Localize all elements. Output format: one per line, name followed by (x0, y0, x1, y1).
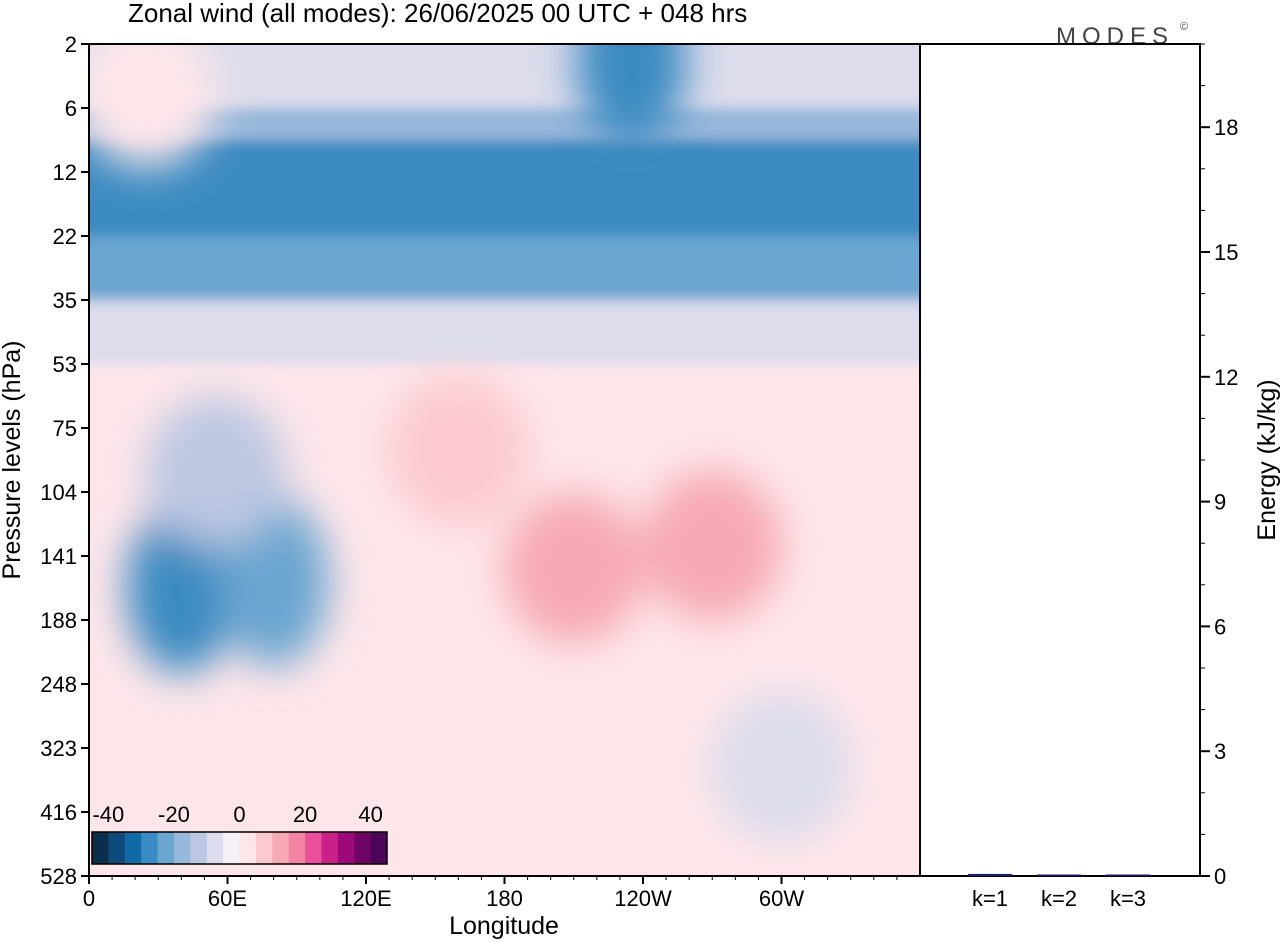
colorbar-swatch (288, 832, 306, 864)
heatmap-feature (89, 44, 217, 167)
x-tick-label: 120W (614, 886, 672, 911)
y-tick-label: 416 (40, 800, 77, 825)
y-tick-label: 188 (40, 608, 77, 633)
heatmap-feature (145, 397, 286, 548)
heatmap-feature (503, 493, 644, 644)
brand-trademark: © (1180, 21, 1188, 33)
colorbar-swatch (255, 832, 273, 864)
energy-panel: 0 3 6 9 12 15 18 k=1 k=2 k=3 Energy (kJ/kg) (919, 43, 1280, 911)
y-tick-label: 53 (53, 352, 77, 377)
heatmap-feature (711, 691, 852, 842)
x-tick-label: 60E (208, 886, 247, 911)
heatmap-band (89, 44, 920, 108)
colorbar-swatch (141, 832, 159, 864)
colorbar-swatch (206, 832, 224, 864)
heatmap-feature (576, 44, 687, 145)
colorbar-tick-label: 20 (293, 802, 317, 827)
energy-bar (1037, 874, 1081, 876)
energy-category-label: k=3 (1110, 886, 1146, 911)
heatmap-band (89, 108, 920, 140)
heatmap-field (89, 44, 920, 876)
colorbar-swatch (337, 832, 355, 864)
x-axis-label: Longitude (449, 912, 559, 940)
colorbar-swatch (223, 832, 240, 864)
chart-title: Zonal wind (all modes): 26/06/2025 00 UT… (128, 0, 747, 28)
energy-bar (968, 873, 1012, 876)
energy-y-tick-label: 6 (1214, 614, 1226, 639)
energy-bars (968, 873, 1150, 876)
colorbar-swatch (321, 832, 339, 864)
longitude-axis: 0 60E 120E 180 120W 60W (83, 876, 898, 911)
colorbar-tick-label: 0 (233, 802, 245, 827)
colorbar-swatch (173, 832, 191, 864)
energy-axis: 0 3 6 9 12 15 18 (1200, 43, 1238, 889)
y-axis-label: Pressure levels (hPa) (0, 341, 26, 580)
y-tick-label: 35 (53, 288, 77, 313)
y-tick-label: 12 (53, 160, 77, 185)
colorbar-swatch (157, 832, 175, 864)
energy-y-tick-label: 0 (1214, 864, 1226, 889)
colorbar-swatch (354, 832, 372, 864)
y-tick-label: 323 (40, 736, 77, 761)
energy-category-label: k=1 (972, 886, 1008, 911)
colorbar-swatch (108, 832, 126, 864)
heatmap-band (89, 140, 920, 236)
energy-categories: k=1 k=2 k=3 (972, 886, 1146, 911)
colorbar-swatch (92, 832, 109, 864)
energy-y-tick-label: 3 (1214, 739, 1226, 764)
colorbar-swatch (190, 832, 208, 864)
y-tick-label: 2 (65, 32, 77, 57)
colorbar-tick-label: -40 (92, 802, 124, 827)
energy-frame (919, 43, 1201, 877)
pressure-axis: 2 6 12 22 35 53 75 104 141 188 248 323 416 528 (40, 32, 89, 889)
energy-axis-label: Energy (kJ/kg) (1253, 379, 1280, 540)
y-tick-label: 104 (40, 480, 77, 505)
colorbar-swatch (305, 832, 322, 864)
x-tick-label: 120E (340, 886, 391, 911)
colorbar-swatch (272, 832, 290, 864)
x-tick-label: 60W (759, 886, 804, 911)
y-tick-label: 75 (53, 416, 77, 441)
y-tick-label: 22 (53, 224, 77, 249)
energy-bar (1106, 874, 1150, 876)
colorbar-tick-label: 40 (358, 802, 382, 827)
energy-y-tick-label: 18 (1214, 115, 1238, 140)
heatmap-feature (388, 375, 529, 526)
colorbar-swatch (370, 832, 388, 864)
colorbar-frame (91, 831, 388, 865)
colorbar-swatch (124, 832, 142, 864)
y-tick-label: 528 (40, 864, 77, 889)
x-tick-label: 180 (486, 886, 523, 911)
y-tick-label: 248 (40, 672, 77, 697)
y-tick-label: 141 (40, 544, 77, 569)
energy-y-tick-label: 9 (1214, 490, 1226, 515)
colorbar-swatch (239, 832, 257, 864)
heatmap-feature (642, 470, 783, 621)
energy-category-label: k=2 (1041, 886, 1077, 911)
x-tick-label: 0 (83, 886, 95, 911)
colorbar-tick-label: -20 (158, 802, 190, 827)
heatmap-band (89, 300, 920, 364)
energy-y-tick-label: 15 (1214, 240, 1238, 265)
y-tick-label: 6 (65, 96, 77, 121)
colorbar-legend: -40 -20 0 20 40 (91, 802, 388, 865)
heatmap-features (89, 44, 852, 842)
heatmap-band (89, 236, 920, 300)
heatmap-panel: 2 6 12 22 35 53 75 104 141 188 248 323 416 528 0 60E 12… (0, 32, 921, 940)
energy-y-tick-label: 12 (1214, 365, 1238, 390)
